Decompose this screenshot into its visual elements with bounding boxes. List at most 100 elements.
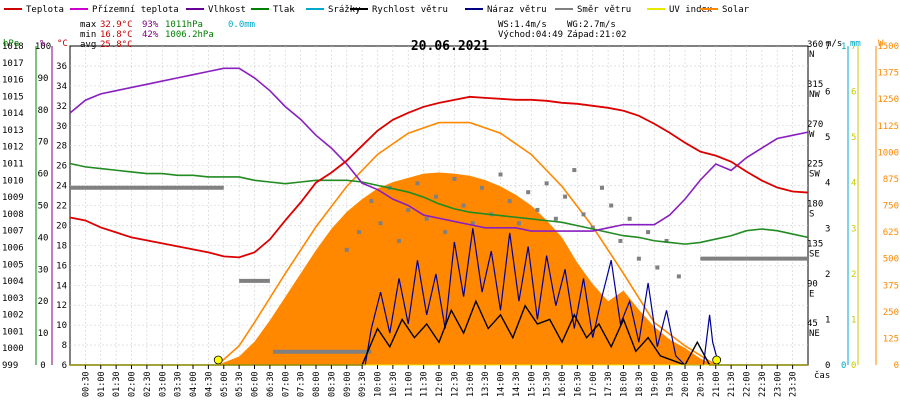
temperature-tick-label: 34	[56, 82, 67, 92]
chart-title: 20.06.2021	[411, 39, 489, 54]
wind-direction-point	[609, 203, 614, 208]
x-tick-label: 05:00	[220, 371, 230, 397]
wind-direction-point	[590, 225, 595, 230]
temperature-tick-label: 12	[56, 301, 67, 311]
stats-avg-temp: 25.8°C	[100, 40, 133, 50]
solar-tick-label: 250	[883, 308, 899, 318]
wind-axis-unit: m/s	[826, 39, 842, 49]
wind-direction-point	[461, 203, 466, 208]
solar-tick-label: 1250	[877, 95, 899, 105]
pressure-tick-label: 1014	[2, 109, 24, 119]
solar-tick-label: 1000	[877, 148, 899, 158]
x-tick-label: 07:30	[297, 371, 307, 397]
wind-direction-point	[424, 216, 429, 221]
pressure-tick-label: 999	[2, 361, 18, 371]
pressure-tick-label: 1012	[2, 143, 24, 153]
wind-gust-line	[70, 228, 808, 366]
pressure-line	[69, 162, 809, 245]
pressure-tick-label: 1005	[2, 260, 24, 270]
direction-tick-label: S	[809, 210, 814, 220]
x-tick-label: 18:00	[620, 371, 630, 397]
pressure-tick-label: 1011	[2, 160, 24, 170]
x-tick-label: 16:30	[573, 371, 583, 397]
x-tick-label: 08:00	[312, 371, 322, 397]
x-tick-label: 14:00	[497, 371, 507, 397]
temperature-tick-label: 6	[62, 361, 67, 371]
uv-tick-label: 4	[851, 179, 856, 189]
sun-event-marker	[213, 355, 223, 365]
direction-tick-degrees: 180	[807, 200, 823, 210]
solar-tick-label: 625	[883, 228, 899, 238]
humidity-tick-label: 70	[38, 138, 49, 148]
summary-wg: WG:2.7m/s	[567, 20, 616, 30]
wind-direction-point	[664, 238, 669, 243]
summary-sunset: Západ:21:02	[567, 30, 627, 40]
legend-label: Solar	[722, 5, 750, 15]
x-tick-label: 13:00	[466, 371, 476, 397]
temperature-tick-label: 14	[56, 281, 67, 291]
temperature-tick-label: 36	[56, 62, 67, 72]
solar-theoretical-line	[217, 121, 717, 366]
humidity-axis-unit: %	[40, 39, 46, 49]
stats-max-press: 1011hPa	[165, 20, 203, 30]
wind-direction-point	[480, 185, 485, 190]
solar-tick-label: 500	[883, 255, 899, 265]
x-tick-label: 01:30	[112, 371, 122, 397]
x-tick-label: 04:00	[189, 371, 199, 397]
temperature-line	[69, 95, 809, 259]
solar-tick-label: 1375	[877, 69, 899, 79]
x-tick-label: 23:30	[789, 371, 799, 397]
pressure-tick-label: 1006	[2, 243, 24, 253]
x-axis-label: čas	[814, 370, 830, 381]
x-axis: 00:30 01:00 01:30 02:00 02:30 03:00 03:30 04:00…	[81, 365, 830, 397]
x-tick-label: 22:30	[758, 371, 768, 397]
wind-tick-label: 5	[825, 133, 830, 143]
x-tick-label: 05:30	[235, 371, 245, 397]
solar-axis-unit: W	[878, 39, 884, 49]
uv-tick-label: 1	[851, 315, 856, 325]
direction-tick-label: NW	[809, 90, 820, 100]
x-tick-label: 08:30	[327, 371, 337, 397]
humidity-line	[69, 67, 809, 232]
wind-speed-line	[70, 299, 808, 366]
legend-label: Směr větru	[577, 5, 631, 15]
pressure-tick-label: 1017	[2, 59, 24, 69]
x-tick-label: 12:00	[435, 371, 445, 397]
temperature-tick-label: 18	[56, 241, 67, 251]
wind-tick-label: 3	[825, 224, 830, 234]
temperature-tick-label: 28	[56, 142, 67, 152]
x-tick-label: 07:00	[281, 371, 291, 397]
legend-label: Teplota	[26, 5, 64, 15]
x-tick-label: 02:30	[143, 371, 153, 397]
pressure-tick-label: 1010	[2, 176, 24, 186]
right-axes: 360N315NW270W225SW180S135SE90E45NE012345…	[807, 39, 899, 371]
wind-direction-point	[433, 194, 438, 199]
temperature-tick-label: 30	[56, 122, 67, 132]
pressure-tick-label: 1008	[2, 210, 24, 220]
wind-direction-point	[553, 216, 558, 221]
x-tick-label: 18:30	[635, 371, 645, 397]
humidity-tick-label: 60	[38, 170, 49, 180]
legend-label: Rychlost větru	[372, 5, 448, 15]
x-tick-label: 23:00	[773, 371, 783, 397]
wind-direction-point	[470, 221, 475, 226]
humidity-tick-label: 50	[38, 202, 49, 212]
direction-tick-degrees: 315	[807, 80, 823, 90]
stats-min-label: min	[80, 30, 96, 40]
humidity-tick-label: 10	[38, 329, 49, 339]
wind-direction-point	[535, 207, 540, 212]
x-tick-label: 22:00	[743, 371, 753, 397]
stats-max-temp: 32.9°C	[100, 20, 133, 30]
wind-direction-point	[636, 256, 641, 261]
legend-label: UV index	[669, 5, 713, 15]
x-tick-label: 10:00	[374, 371, 384, 397]
legend-label: Vlhkost	[208, 5, 246, 15]
direction-tick-label: W	[809, 130, 815, 140]
humidity-tick-label: 40	[38, 233, 49, 243]
uv-tick-label: 5	[851, 133, 856, 143]
wind-direction-point	[344, 247, 349, 252]
wind-direction-point	[572, 168, 577, 173]
solar-tick-label: 1500	[877, 42, 899, 52]
x-tick-label: 16:00	[558, 371, 568, 397]
x-tick-label: 06:30	[266, 371, 276, 397]
